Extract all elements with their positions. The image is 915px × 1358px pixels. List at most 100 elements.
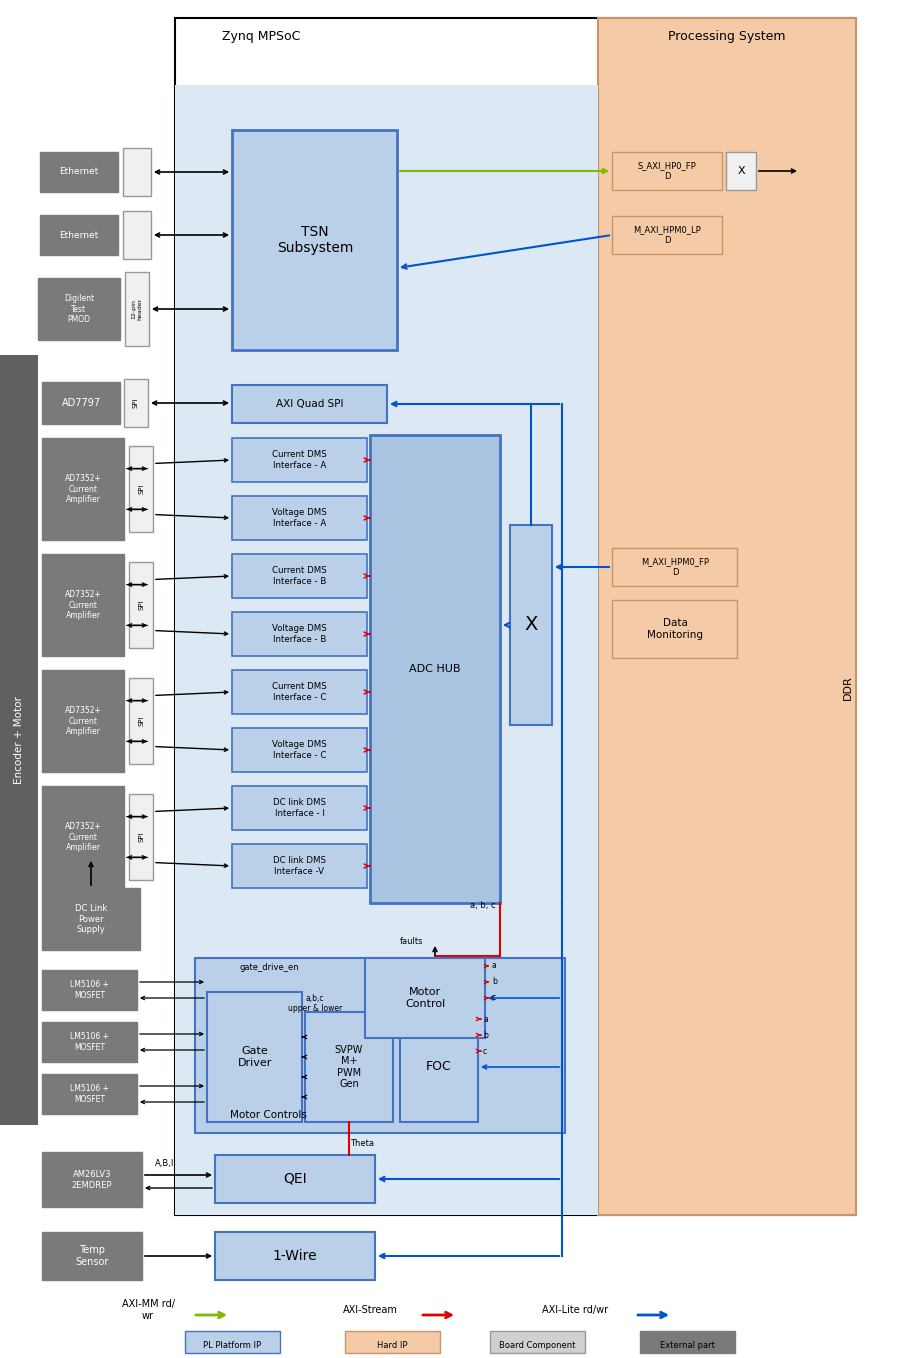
Text: Voltage DMS
Interface - A: Voltage DMS Interface - A bbox=[272, 508, 327, 528]
Text: AD7352+
Current
Amplifier: AD7352+ Current Amplifier bbox=[65, 822, 102, 851]
Bar bbox=[129, 794, 153, 880]
Text: Gate
Driver: Gate Driver bbox=[238, 1046, 272, 1067]
Text: AD7797: AD7797 bbox=[61, 398, 101, 407]
Bar bbox=[232, 386, 387, 422]
Bar bbox=[42, 1074, 137, 1114]
Text: AXI-MM rd/
wr: AXI-MM rd/ wr bbox=[122, 1300, 175, 1321]
Bar bbox=[726, 152, 756, 190]
Bar bbox=[185, 1331, 280, 1353]
Text: Digilent
Test
PMOD: Digilent Test PMOD bbox=[64, 295, 94, 325]
Bar bbox=[640, 1331, 735, 1353]
Text: SPI: SPI bbox=[138, 483, 144, 494]
Text: LM5106 +
MOSFET: LM5106 + MOSFET bbox=[70, 980, 110, 999]
Text: SPI: SPI bbox=[138, 716, 144, 727]
Text: Processing System: Processing System bbox=[668, 30, 786, 43]
Text: DC link DMS
Interface - I: DC link DMS Interface - I bbox=[273, 799, 326, 818]
Text: FOC: FOC bbox=[426, 1061, 452, 1074]
Text: Current DMS
Interface - A: Current DMS Interface - A bbox=[272, 451, 327, 470]
Text: Ethernet: Ethernet bbox=[59, 231, 99, 239]
Bar bbox=[42, 888, 140, 951]
Bar bbox=[38, 278, 120, 340]
Text: SPI: SPI bbox=[138, 831, 144, 842]
Text: Ethernet: Ethernet bbox=[59, 167, 99, 177]
Text: AXI Quad SPI: AXI Quad SPI bbox=[276, 399, 344, 409]
Bar bbox=[42, 1152, 142, 1207]
Text: c: c bbox=[492, 994, 496, 1002]
Bar bbox=[123, 210, 151, 259]
Text: PL Platform IP: PL Platform IP bbox=[203, 1340, 261, 1350]
Text: Voltage DMS
Interface - B: Voltage DMS Interface - B bbox=[272, 625, 327, 644]
Text: ADC HUB: ADC HUB bbox=[409, 664, 461, 674]
Bar bbox=[232, 786, 367, 830]
Text: External part: External part bbox=[660, 1340, 715, 1350]
Bar bbox=[232, 130, 397, 350]
Text: X: X bbox=[524, 615, 538, 634]
Text: AD7352+
Current
Amplifier: AD7352+ Current Amplifier bbox=[65, 706, 102, 736]
Text: DC Link
Power
Supply: DC Link Power Supply bbox=[75, 904, 107, 934]
Text: AXI-Lite rd/wr: AXI-Lite rd/wr bbox=[542, 1305, 608, 1315]
Text: a, b, c: a, b, c bbox=[470, 900, 496, 910]
Text: A,B,I: A,B,I bbox=[156, 1158, 175, 1168]
Bar bbox=[612, 600, 737, 659]
Text: AD7352+
Current
Amplifier: AD7352+ Current Amplifier bbox=[65, 591, 102, 619]
Bar bbox=[129, 562, 153, 648]
Bar bbox=[42, 1232, 142, 1281]
Bar bbox=[232, 554, 367, 598]
Text: c: c bbox=[483, 1047, 487, 1055]
Bar bbox=[124, 379, 148, 426]
Text: M_AXI_HPM0_FP
D: M_AXI_HPM0_FP D bbox=[641, 557, 709, 577]
Text: DC link DMS
Interface -V: DC link DMS Interface -V bbox=[273, 857, 326, 876]
Text: SPI: SPI bbox=[133, 398, 139, 409]
Text: Data
Monitoring: Data Monitoring bbox=[647, 618, 703, 640]
Text: 12-pin
header: 12-pin header bbox=[132, 297, 143, 320]
Text: DDR: DDR bbox=[843, 676, 853, 701]
Bar bbox=[129, 445, 153, 532]
Text: S_AXI_HP0_FP
D: S_AXI_HP0_FP D bbox=[638, 162, 696, 181]
Bar bbox=[215, 1232, 375, 1281]
Bar bbox=[40, 215, 118, 255]
Bar bbox=[40, 152, 118, 191]
Text: SVPW
M+
PWM
Gen: SVPW M+ PWM Gen bbox=[335, 1044, 363, 1089]
Text: a: a bbox=[492, 961, 497, 971]
Text: AXI-Stream: AXI-Stream bbox=[342, 1305, 397, 1315]
Bar bbox=[42, 382, 120, 424]
Bar bbox=[215, 1156, 375, 1203]
Text: 1-Wire: 1-Wire bbox=[273, 1249, 318, 1263]
Text: Current DMS
Interface - B: Current DMS Interface - B bbox=[272, 566, 327, 585]
Bar bbox=[400, 1012, 478, 1122]
Bar bbox=[175, 86, 598, 1215]
Text: b: b bbox=[483, 1031, 488, 1039]
Text: AD7352+
Current
Amplifier: AD7352+ Current Amplifier bbox=[65, 474, 102, 504]
Text: X: X bbox=[737, 166, 745, 177]
Bar bbox=[207, 991, 302, 1122]
Bar bbox=[42, 1023, 137, 1062]
Text: Encoder + Motor: Encoder + Motor bbox=[14, 697, 24, 784]
Text: Theta: Theta bbox=[350, 1139, 374, 1148]
Bar bbox=[175, 18, 855, 1215]
Bar bbox=[195, 957, 565, 1133]
Text: AM26LV3
2EMDREP: AM26LV3 2EMDREP bbox=[71, 1171, 113, 1190]
Text: M_AXI_HPM0_LP
D: M_AXI_HPM0_LP D bbox=[633, 225, 701, 244]
Bar bbox=[232, 496, 367, 540]
Bar bbox=[598, 18, 856, 1215]
Text: Board Component: Board Component bbox=[499, 1340, 576, 1350]
Bar bbox=[612, 152, 722, 190]
Bar bbox=[125, 272, 149, 346]
Bar bbox=[232, 845, 367, 888]
Bar bbox=[365, 957, 485, 1038]
Bar bbox=[42, 554, 124, 656]
Bar bbox=[232, 669, 367, 714]
Text: a,b,c
upper & lower: a,b,c upper & lower bbox=[288, 994, 342, 1013]
Bar bbox=[42, 786, 124, 888]
Text: SPI: SPI bbox=[138, 600, 144, 610]
Bar bbox=[42, 439, 124, 540]
Bar bbox=[305, 1012, 393, 1122]
Bar bbox=[232, 612, 367, 656]
Bar bbox=[42, 669, 124, 771]
Text: LM5106 +
MOSFET: LM5106 + MOSFET bbox=[70, 1084, 110, 1104]
Bar bbox=[232, 439, 367, 482]
Text: Temp
Sensor: Temp Sensor bbox=[75, 1245, 109, 1267]
Text: Voltage DMS
Interface - C: Voltage DMS Interface - C bbox=[272, 740, 327, 759]
Bar bbox=[612, 549, 737, 587]
Bar bbox=[510, 526, 552, 725]
